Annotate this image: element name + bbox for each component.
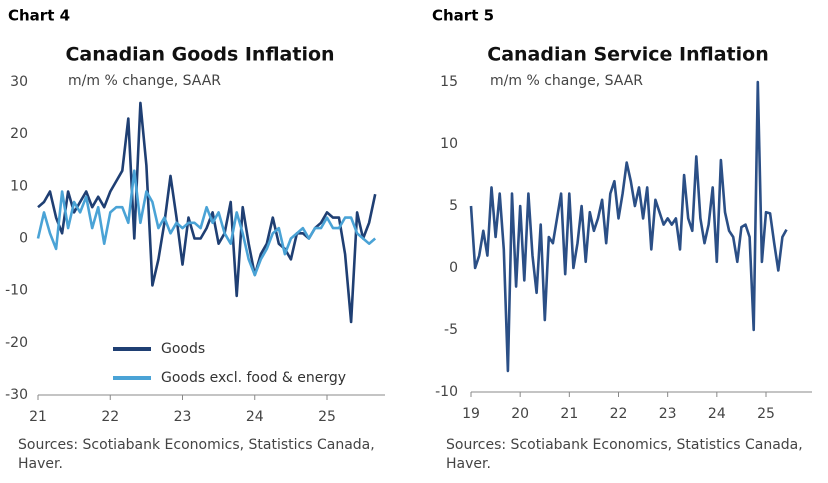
source-note: Sources: Scotiabank Economics, Statistic… xyxy=(18,437,375,472)
y-tick-label: 30 xyxy=(10,74,28,90)
x-tick-label: 21 xyxy=(29,409,47,425)
x-tick-label: 23 xyxy=(659,406,677,422)
chart-title: Canadian Service Inflation xyxy=(487,44,768,66)
chart-subtitle: m/m % change, SAAR xyxy=(490,73,643,89)
y-tick-label: 10 xyxy=(10,178,28,194)
x-tick-label: 19 xyxy=(462,406,480,422)
chart-label: Chart 4 xyxy=(8,7,70,25)
chart-subtitle: m/m % change, SAAR xyxy=(68,73,221,89)
source-note: Sources: Scotiabank Economics, Statistic… xyxy=(446,437,803,472)
x-tick-label: 20 xyxy=(511,406,529,422)
legend-label: Goods xyxy=(161,341,205,357)
y-tick-label: 10 xyxy=(440,136,458,152)
series-line xyxy=(36,169,377,277)
x-tick-label: 24 xyxy=(246,409,264,425)
x-tick-label: 25 xyxy=(318,409,336,425)
chart-title: Canadian Goods Inflation xyxy=(65,44,334,66)
y-tick-label: 5 xyxy=(449,198,458,214)
y-tick-label: -20 xyxy=(5,335,28,351)
y-tick-label: 20 xyxy=(10,126,28,142)
y-tick-label: 0 xyxy=(19,231,28,247)
y-tick-label: -10 xyxy=(435,384,458,400)
x-tick-label: 21 xyxy=(560,406,578,422)
y-tick-label: 0 xyxy=(449,260,458,276)
x-tick-label: 23 xyxy=(174,409,192,425)
y-tick-label: -30 xyxy=(5,387,28,403)
chart-label: Chart 5 xyxy=(432,7,494,25)
x-tick-label: 22 xyxy=(101,409,119,425)
y-tick-label: -10 xyxy=(5,283,28,299)
legend-label: Goods excl. food & energy xyxy=(161,370,346,386)
y-tick-label: -5 xyxy=(444,322,458,338)
y-tick-label: 15 xyxy=(440,74,458,90)
x-tick-label: 22 xyxy=(610,406,628,422)
series-line xyxy=(469,80,788,373)
x-tick-label: 24 xyxy=(708,406,726,422)
series-line xyxy=(37,101,377,324)
x-tick-label: 25 xyxy=(757,406,775,422)
